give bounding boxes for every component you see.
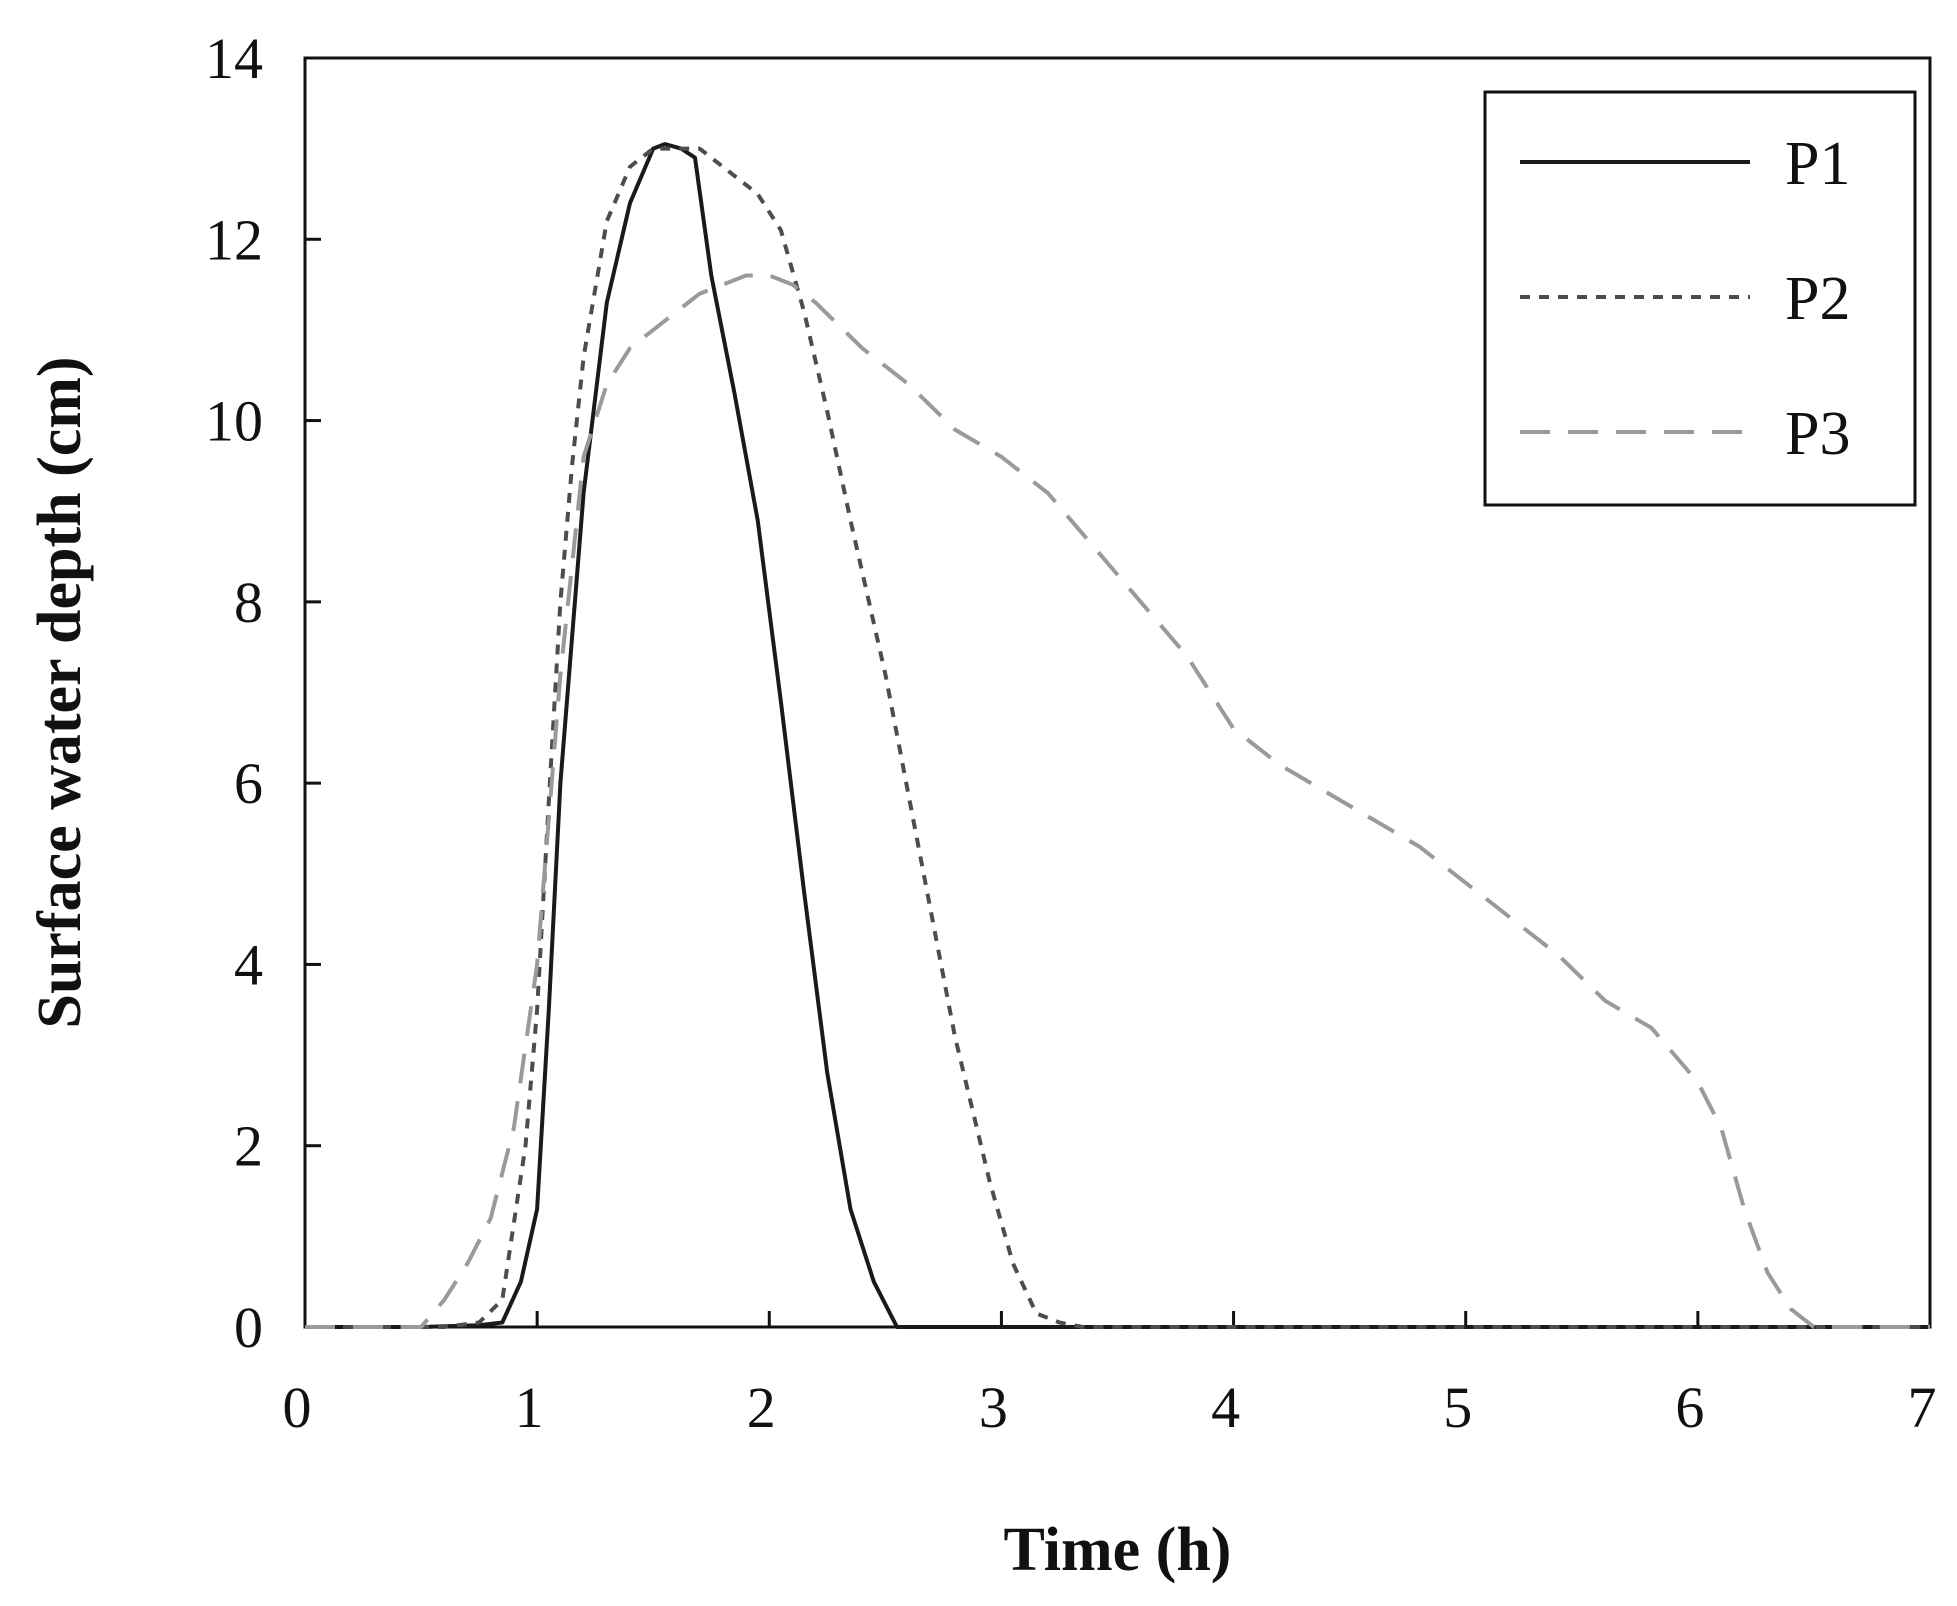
y-tick-label: 8	[234, 570, 263, 635]
y-tick-label: 6	[234, 751, 263, 816]
x-tick-label: 2	[747, 1375, 776, 1440]
x-tick-label: 5	[1443, 1375, 1472, 1440]
x-tick-label: 7	[1908, 1375, 1937, 1440]
y-tick-label: 14	[205, 26, 263, 91]
x-axis-title: Time (h)	[1004, 1516, 1232, 1584]
y-tick-label: 0	[234, 1295, 263, 1360]
series-layer	[305, 142, 1930, 1329]
y-tick-label: 12	[205, 207, 263, 272]
legend-label-p3: P3	[1785, 400, 1850, 468]
y-tick-label: 4	[234, 932, 263, 997]
series-p2-line	[305, 146, 1930, 1329]
x-tick-label: 4	[1211, 1375, 1240, 1440]
series-p3-line	[305, 273, 1930, 1329]
legend: P1 P2 P3	[1483, 90, 1917, 507]
x-tick-label: 0	[283, 1375, 312, 1440]
y-tick-label: 2	[234, 1114, 263, 1179]
y-axis-title: Surface water depth (cm)	[26, 356, 94, 1028]
legend-label-p1: P1	[1785, 130, 1850, 198]
x-tick-label: 1	[515, 1375, 544, 1440]
x-axis-ticks: 0 1 2 3 4 5 6 7	[283, 1311, 1937, 1440]
x-tick-label: 6	[1675, 1375, 1704, 1440]
x-tick-label: 3	[979, 1375, 1008, 1440]
series-p1-line	[305, 142, 1930, 1329]
y-tick-label: 10	[205, 389, 263, 454]
legend-label-p2: P2	[1785, 265, 1850, 333]
y-axis-ticks: 0 2 4 6 8 10 12 14	[205, 26, 321, 1360]
